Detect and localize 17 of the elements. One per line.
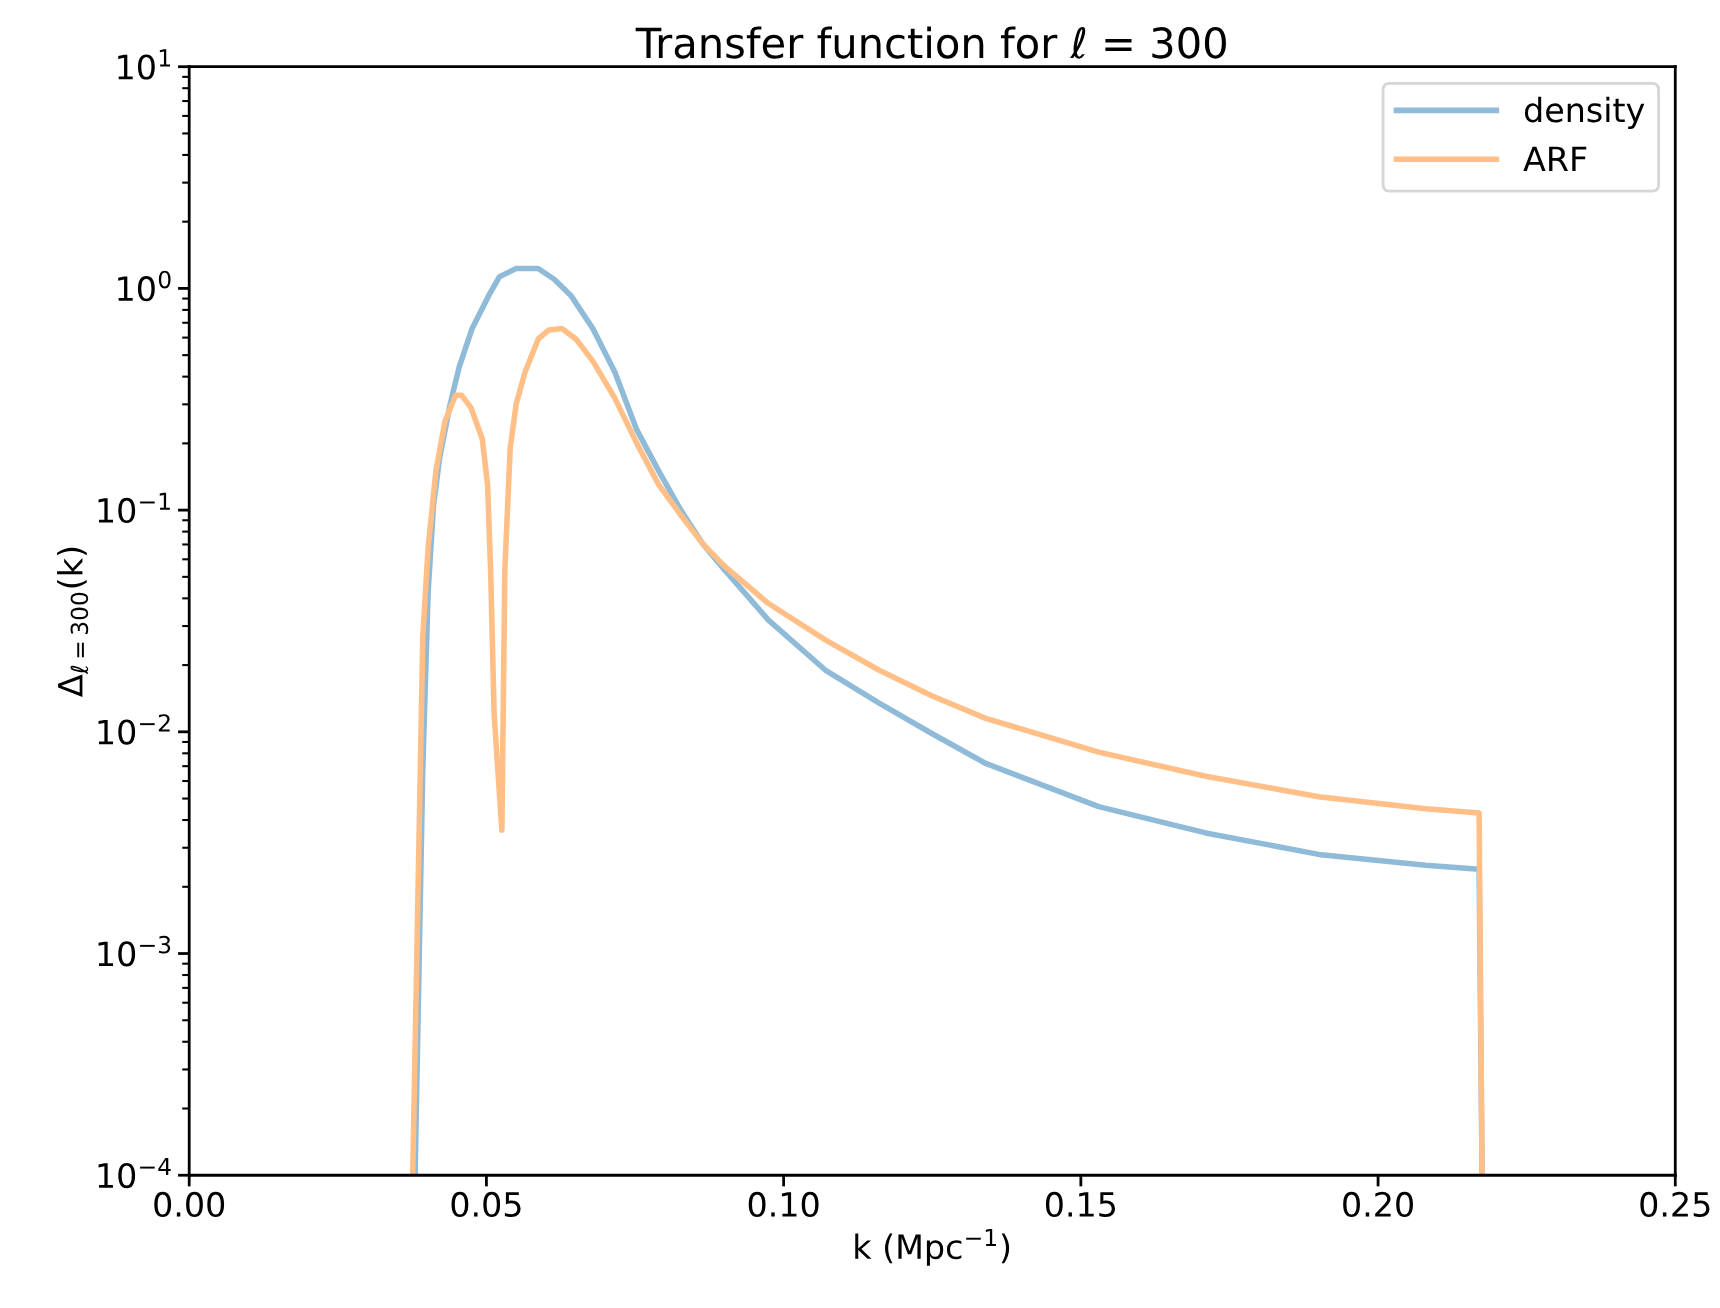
x-axis-title: k (Mpc$^{−1}$): [855, 1229, 1010, 1266]
x-tick-label: 0.10: [748, 1191, 819, 1218]
legend-label: ARF: [1523, 146, 1587, 171]
y-axis-title: Δ$_{ℓ=300}$(k): [57, 547, 89, 697]
y-tick-label: 10$^{−3}$: [98, 935, 171, 967]
y-tick-label: 10$^{0}$: [118, 270, 171, 302]
x-tick-label: 0.15: [1045, 1191, 1116, 1218]
x-tick-label: 0.20: [1343, 1191, 1413, 1218]
x-tick-label: 0.05: [451, 1191, 521, 1218]
y-tick-label: 10$^{−2}$: [98, 714, 170, 745]
x-tick-label: 0.25: [1640, 1191, 1710, 1218]
y-tick-label: 10$^{1}$: [118, 49, 170, 80]
y-tick-label: 10$^{−1}$: [98, 492, 170, 524]
y-tick-label: 10$^{−4}$: [98, 1157, 171, 1189]
legend-label: density: [1524, 96, 1645, 129]
x-tick-label: 0.00: [154, 1191, 225, 1218]
chart-title: Transfer function for ℓ = 300: [635, 26, 1226, 59]
